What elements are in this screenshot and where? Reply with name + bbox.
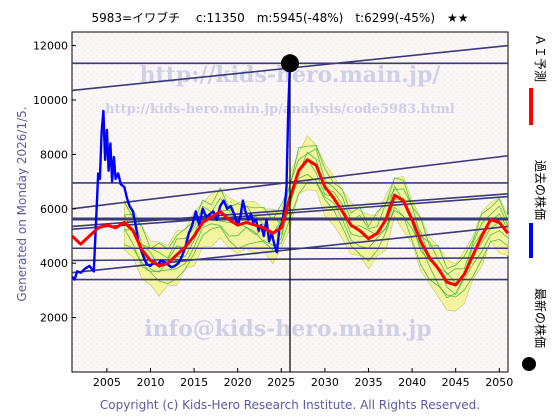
legend: ＡＩ予測 過去の株価 最新の株価	[522, 34, 548, 371]
forecast-band-line	[123, 145, 509, 270]
latest-price-marker	[281, 54, 299, 73]
legend-latest-price-swatch	[522, 357, 536, 371]
watermark-email: info@kids-hero.main.jp	[144, 316, 431, 342]
x-tick-label: 2040	[398, 376, 426, 389]
generated-date-label: Generated on Monday 2026/1/5.	[15, 106, 29, 301]
x-tick-label: 2050	[485, 376, 513, 389]
x-tick-label: 2005	[93, 376, 121, 389]
y-tick-label: 4000	[40, 257, 68, 270]
y-tick-label: 10000	[33, 94, 68, 107]
x-tick-label: 2025	[267, 376, 295, 389]
legend-ai-forecast-label: ＡＩ予測	[533, 34, 547, 82]
x-axis: 2005 2010 2015 2020 2025 2030 2035 2040 2045 2050	[93, 368, 513, 389]
y-tick-label: 6000	[40, 203, 68, 216]
x-tick-label: 2015	[180, 376, 208, 389]
y-tick-label: 12000	[33, 40, 68, 53]
x-tick-label: 2035	[354, 376, 382, 389]
legend-latest-price-label: 最新の株価	[533, 288, 548, 348]
chart-header: 5983=イワブチ c:11350 m:5945(-48%) t:6299(-4…	[91, 10, 468, 25]
y-tick-label: 8000	[40, 148, 68, 161]
x-tick-label: 2030	[311, 376, 339, 389]
x-tick-label: 2010	[136, 376, 164, 389]
forecast-band-line	[123, 173, 509, 299]
y-axis: 2000 4000 6000 8000 10000 12000	[33, 40, 76, 325]
x-tick-label: 2045	[442, 376, 470, 389]
watermark-analysis-url: http://kids-hero.main.jp/analysis/code59…	[105, 102, 455, 117]
x-tick-label: 2020	[224, 376, 252, 389]
y-tick-label: 2000	[40, 312, 68, 325]
legend-past-price-label: 過去の株価	[533, 160, 548, 220]
copyright-notice: Copyright (c) Kids-Hero Research Institu…	[100, 398, 480, 412]
